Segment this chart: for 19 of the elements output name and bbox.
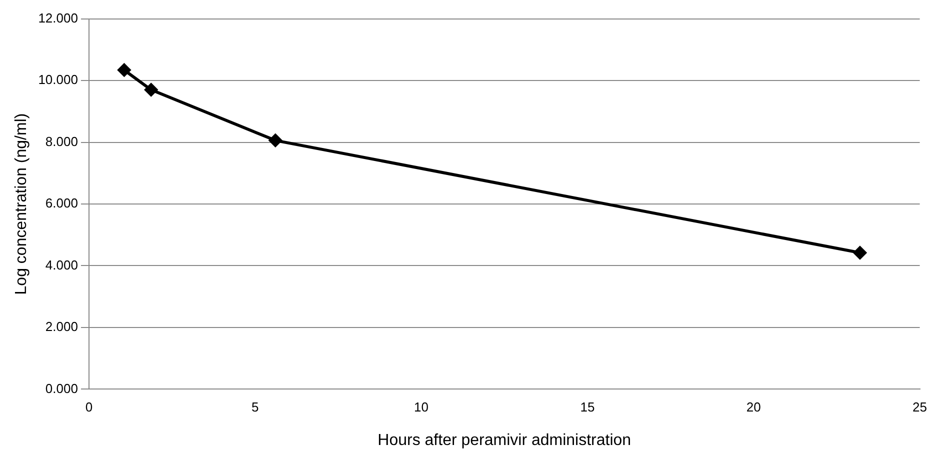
point [853, 246, 866, 260]
x-tick-label: 10 [414, 400, 429, 415]
y-tick-label: 6.000 [45, 196, 78, 211]
y-tick-label: 12.000 [38, 10, 78, 26]
x-tick-label: 5 [252, 400, 259, 415]
y-tick-label: 10.000 [38, 72, 78, 88]
y-tick-label: 8.000 [45, 134, 78, 149]
point [144, 83, 158, 96]
x-axis-title: Hours after peramivir administration [378, 432, 632, 449]
x-tick-label: 0 [85, 400, 93, 415]
x-tick-label: 20 [746, 400, 761, 415]
x-tick-label: 25 [912, 400, 928, 415]
point [268, 134, 282, 147]
y-tick-label: 2.000 [45, 319, 78, 334]
y-axis-title: Log concentration (ng/ml) [13, 113, 30, 295]
y-tick-label: 4.000 [45, 257, 78, 272]
x-tick-label: 15 [580, 400, 595, 415]
point [118, 64, 131, 77]
y-tick-label: 0.000 [45, 380, 78, 396]
